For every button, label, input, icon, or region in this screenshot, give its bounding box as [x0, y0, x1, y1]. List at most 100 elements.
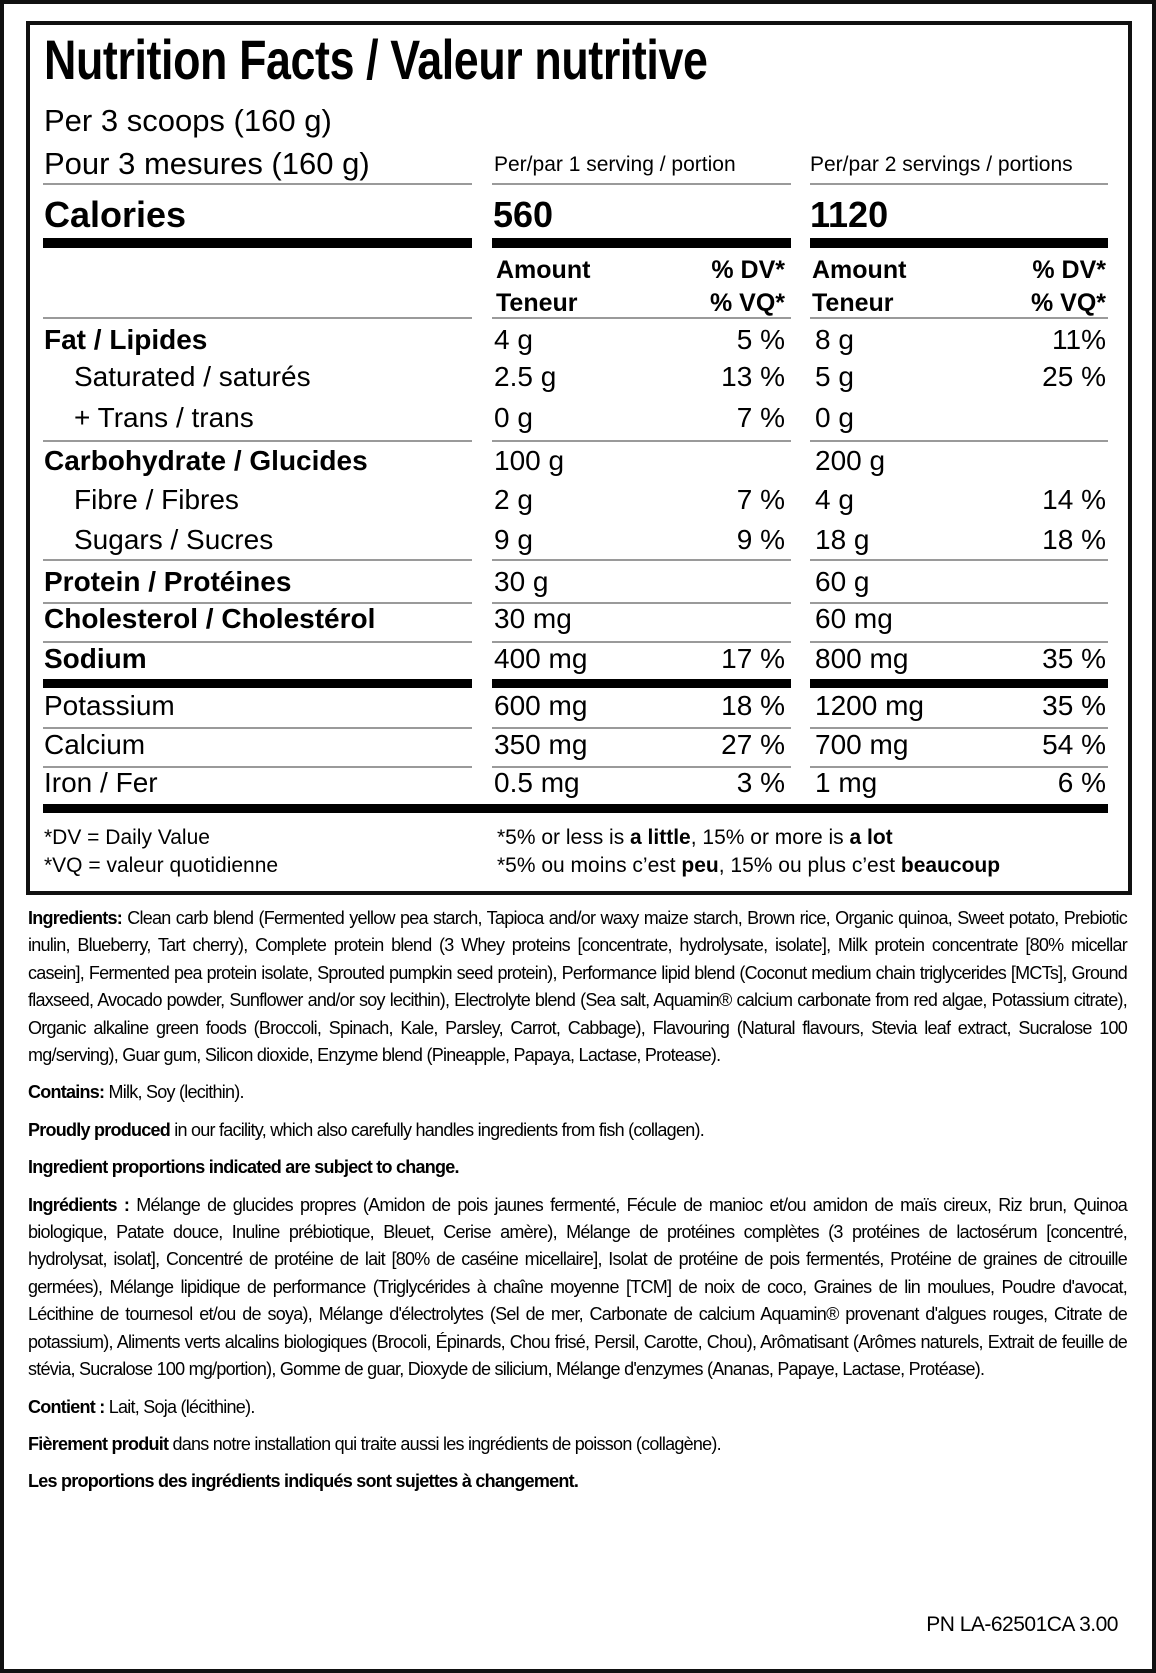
divider	[810, 559, 1108, 561]
divider	[810, 641, 1108, 643]
amount-per-2-servings: 5 g	[815, 361, 854, 392]
paragraph-lead: Contient :	[28, 1396, 105, 1417]
amount-per-serving: 400 mg	[494, 643, 588, 674]
paragraph-text: dans notre installation qui traite aussi…	[168, 1433, 722, 1454]
dv-per-serving: 7 %	[736, 484, 785, 515]
footnote-part: peu	[681, 854, 719, 877]
thick-bar	[810, 679, 1108, 688]
ingredients-paragraph: Ingredient proportions indicated are sub…	[28, 1154, 1127, 1181]
paragraph-lead: Ingrédients :	[28, 1194, 130, 1215]
amount-per-2-servings: 60 g	[815, 566, 870, 597]
amount-per-serving: 2.5 g	[494, 361, 557, 392]
divider	[492, 766, 791, 768]
nutrient-label: Fat / Lipides	[44, 324, 208, 355]
paragraph-lead: Fièrement produit	[28, 1433, 169, 1454]
amount-per-serving: 0 g	[494, 402, 533, 433]
amount-per-2-servings: 4 g	[815, 484, 854, 515]
vq-header-2: % VQ*	[1030, 289, 1106, 317]
footnote-part: a lot	[849, 826, 893, 849]
amount-per-serving: 100 g	[494, 445, 565, 476]
dv-per-serving: 27 %	[721, 729, 785, 760]
divider	[43, 727, 472, 729]
footnote-part: *5% ou moins c’est	[497, 854, 682, 877]
amount-per-serving: 0.5 mg	[494, 767, 580, 798]
amount-header-2: Amount	[812, 256, 907, 284]
divider	[43, 440, 472, 442]
divider	[43, 559, 472, 561]
ingredients-paragraph: Ingredients: Clean carb blend (Fermented…	[28, 905, 1128, 1069]
thick-bar	[492, 679, 791, 688]
footnote-dv: *DV = Daily Value	[44, 826, 210, 849]
ingredients-section: Ingredients: Clean carb blend (Fermented…	[28, 905, 1128, 1506]
teneur-header-2: Teneur	[812, 289, 894, 317]
nutrient-label: Carbohydrate / Glucides	[44, 445, 368, 476]
dv-per-2-servings: 35 %	[1042, 643, 1106, 674]
dv-per-serving: 9 %	[736, 524, 785, 555]
dv-per-serving: 13 %	[721, 361, 785, 392]
ingredients-paragraph: Contains: Milk, Soy (lecithin).	[28, 1079, 1127, 1106]
col2-header: Per/par 2 servings / portions	[810, 153, 1073, 176]
thick-bar	[43, 679, 472, 688]
amount-per-2-servings: 200 g	[815, 445, 886, 476]
calories-label: Calories	[44, 194, 187, 235]
divider	[810, 727, 1108, 729]
divider	[43, 183, 472, 185]
dv-per-serving: 18 %	[721, 690, 785, 721]
paragraph-text: Clean carb blend (Fermented yellow pea s…	[28, 908, 1128, 1066]
teneur-header-1: Teneur	[496, 289, 578, 317]
dv-per-2-servings: 6 %	[1057, 767, 1106, 798]
divider	[810, 766, 1108, 768]
dv-per-2-servings: 54 %	[1042, 729, 1106, 760]
dv-per-serving: 7 %	[736, 402, 785, 433]
amount-per-serving: 30 g	[494, 566, 549, 597]
dv-per-2-servings: 35 %	[1042, 690, 1106, 721]
divider	[492, 641, 791, 643]
amount-per-2-servings: 0 g	[815, 402, 854, 433]
amount-per-2-servings: 1200 mg	[815, 690, 924, 721]
footnote-part: beaucoup	[900, 854, 1001, 877]
nutrient-label: Cholesterol / Cholestérol	[44, 603, 376, 634]
amount-per-serving: 600 mg	[494, 690, 588, 721]
amount-per-serving: 350 mg	[494, 729, 588, 760]
divider	[43, 317, 472, 319]
divider	[492, 317, 791, 319]
footnote-part: , 15% ou plus c’est	[718, 854, 901, 877]
nutrient-label: Sugars / Sucres	[74, 524, 274, 555]
divider	[43, 602, 472, 604]
paragraph-lead: Proudly produced	[28, 1119, 171, 1140]
nutrition-facts-box	[26, 21, 1132, 895]
divider	[810, 183, 1108, 185]
divider	[492, 602, 791, 604]
paragraph-lead: Ingredients:	[28, 908, 123, 928]
calories-value-1: 560	[493, 194, 554, 235]
amount-per-2-servings: 60 mg	[815, 603, 893, 634]
footnote-percent-en: *5% or less is a little, 15% or more is …	[497, 825, 893, 851]
serving-size-fr: Pour 3 mesures (160 g)	[44, 146, 370, 181]
amount-per-2-servings: 1 mg	[815, 767, 878, 798]
dv-per-serving: 5 %	[736, 324, 785, 355]
divider	[810, 317, 1108, 319]
amount-per-serving: 2 g	[494, 484, 533, 515]
dv-per-2-servings: 14 %	[1042, 484, 1106, 515]
footnote-vq: *VQ = valeur quotidienne	[44, 854, 279, 877]
thick-bar	[810, 238, 1108, 248]
nutrient-label: Sodium	[44, 643, 147, 674]
footnote-part: , 15% or more is	[690, 826, 850, 849]
amount-per-serving: 4 g	[494, 324, 533, 355]
thick-bar	[492, 238, 791, 248]
nutrient-label: Calcium	[44, 729, 146, 760]
thick-bar	[43, 804, 1108, 813]
amount-per-serving: 30 mg	[494, 603, 572, 634]
dv-per-serving: 3 %	[736, 767, 785, 798]
ingredients-paragraph: Proudly produced in our facility, which …	[28, 1117, 1127, 1144]
thick-bar	[43, 238, 472, 248]
label-title: Nutrition Facts / Valeur nutritive	[44, 28, 708, 91]
footnote-part: *5% or less is	[497, 826, 631, 849]
dv-per-2-servings: 11%	[1052, 324, 1106, 355]
paragraph-text: Lait, Soja (lécithine).	[104, 1396, 256, 1417]
vq-header-1: % VQ*	[709, 289, 785, 317]
dv-per-2-servings: 18 %	[1042, 524, 1106, 555]
divider	[492, 727, 791, 729]
amount-per-2-servings: 18 g	[815, 524, 870, 555]
dv-header-1: % DV*	[711, 256, 785, 284]
